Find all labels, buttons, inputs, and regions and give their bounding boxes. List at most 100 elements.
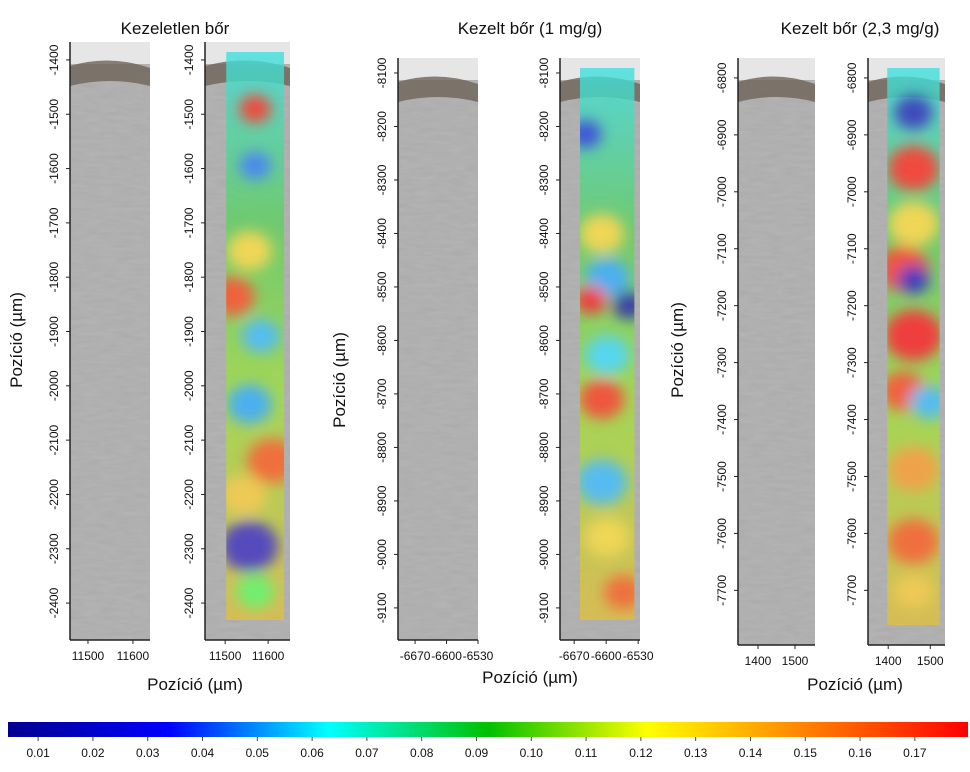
y-tick-label: -8500 [537, 271, 551, 302]
y-axis-label: Pozíció (µm) [330, 332, 349, 428]
micrograph-texture [398, 58, 478, 640]
x-tick-label: 11500 [72, 649, 105, 663]
colorbar-tick-label: 0.08 [410, 746, 434, 760]
colorbar-tick-label: 0.12 [629, 746, 653, 760]
y-tick-label: -2300 [182, 533, 196, 564]
heatmap-blob [221, 475, 266, 514]
colorbar-tick-label: 0.01 [26, 746, 50, 760]
y-tick-label: -6800 [715, 62, 729, 93]
y-tick-label: -2000 [47, 370, 61, 401]
y-tick-label: -1600 [47, 153, 61, 184]
heatmap-blob [888, 202, 939, 247]
colorbar-tick-label: 0.02 [81, 746, 105, 760]
heatmap-blob [247, 439, 298, 484]
heatmap-blob [897, 266, 929, 294]
y-tick-label: -7200 [845, 290, 859, 321]
y-tick-label: -9100 [375, 592, 389, 623]
y-tick-label: -1700 [182, 207, 196, 238]
panel-title: Kezeletlen bőr [121, 19, 230, 38]
panel-title: Kezelt bőr (1 mg/g) [458, 19, 603, 38]
x-tick-label: -6530 [463, 649, 494, 663]
figure: Kezeletlen bőr Pozíció (µm) Pozíció (µm) -1… [0, 0, 970, 767]
colorbar-tick-label: 0.16 [848, 746, 872, 760]
x-tick-label: -6600 [431, 649, 462, 663]
y-tick-label: -8600 [537, 325, 551, 356]
x-axis-label: Pozíció (µm) [482, 668, 578, 687]
y-tick-label: -7400 [845, 404, 859, 435]
panel-title: Kezelt bőr (2,3 mg/g) [781, 19, 940, 38]
colorbar-tick-label: 0.13 [684, 746, 708, 760]
y-tick-label: -8300 [375, 164, 389, 195]
heatmap-blob [227, 385, 272, 424]
y-tick-label: -1500 [182, 99, 196, 130]
heatmap-blob [894, 575, 932, 609]
heatmap-blob [227, 231, 272, 270]
y-tick-label: -1800 [47, 262, 61, 293]
y-tick-label: -2100 [182, 424, 196, 455]
y-tick-label: -7300 [715, 347, 729, 378]
y-tick-label: -8300 [537, 164, 551, 195]
y-tick-label: -8900 [537, 485, 551, 516]
heatmap-blob [242, 319, 280, 353]
y-tick-label: -2100 [47, 424, 61, 455]
colorbar-tick-label: 0.17 [903, 746, 927, 760]
y-tick-label: -8400 [375, 218, 389, 249]
y-tick-label: -7000 [845, 176, 859, 207]
y-tick-label: -7200 [715, 290, 729, 321]
y-tick-label: -8900 [375, 485, 389, 516]
x-tick-label: 1400 [745, 654, 772, 668]
y-tick-label: -7400 [715, 404, 729, 435]
y-tick-label: -8200 [375, 111, 389, 142]
y-tick-label: -2300 [47, 533, 61, 564]
x-tick-label: -6530 [623, 649, 654, 663]
x-tick-label: 1400 [875, 654, 902, 668]
colorbar [8, 722, 968, 737]
heatmap-blob [239, 152, 271, 180]
x-tick-label: 11500 [209, 649, 242, 663]
x-tick-label: -6670 [559, 649, 590, 663]
y-tick-label: -1900 [182, 316, 196, 347]
y-tick-label: -2000 [182, 370, 196, 401]
heatmap-blob [239, 95, 271, 123]
colorbar-tick-label: 0.04 [191, 746, 215, 760]
y-tick-label: -8700 [375, 378, 389, 409]
colorbar-tick-label: 0.14 [739, 746, 763, 760]
colorbar-tick-label: 0.10 [520, 746, 544, 760]
x-tick-label: 11600 [252, 649, 285, 663]
y-tick-label: -6900 [715, 119, 729, 150]
y-tick-label: -8500 [375, 271, 389, 302]
x-tick-label: -6670 [400, 649, 431, 663]
heatmap-blob [885, 310, 943, 360]
colorbar-tick-label: 0.15 [794, 746, 818, 760]
y-tick-label: -1600 [182, 153, 196, 184]
colorbar-tick-label: 0.06 [300, 746, 324, 760]
heatmap-blob [894, 96, 932, 130]
y-tick-label: -7100 [715, 233, 729, 264]
heatmap [569, 68, 645, 620]
y-tick-label: -8800 [537, 432, 551, 463]
y-tick-label: -7500 [845, 461, 859, 492]
y-tick-label: -7700 [845, 575, 859, 606]
y-tick-label: -1500 [47, 99, 61, 130]
y-tick-label: -6800 [845, 62, 859, 93]
heatmap-blob [888, 447, 939, 492]
colorbar-tick-label: 0.03 [136, 746, 160, 760]
x-tick-label: 1500 [917, 654, 944, 668]
y-tick-label: -2200 [47, 479, 61, 510]
y-tick-label: -8700 [537, 378, 551, 409]
y-tick-label: -1400 [47, 44, 61, 75]
y-tick-label: -7000 [715, 176, 729, 207]
y-tick-label: -1900 [47, 316, 61, 347]
heatmap-blob [221, 521, 279, 571]
y-tick-label: -7600 [715, 518, 729, 549]
y-tick-label: -8200 [537, 111, 551, 142]
colorbar-tick-label: 0.09 [465, 746, 489, 760]
heatmap-blob [888, 146, 939, 191]
y-tick-label: -7600 [845, 518, 859, 549]
y-axis-label: Pozíció (µm) [7, 292, 26, 388]
y-tick-label: -1400 [182, 44, 196, 75]
y-tick-label: -8100 [375, 57, 389, 88]
y-tick-label: -1700 [47, 207, 61, 238]
y-tick-label: -2400 [47, 587, 61, 618]
x-tick-label: -6600 [591, 649, 622, 663]
